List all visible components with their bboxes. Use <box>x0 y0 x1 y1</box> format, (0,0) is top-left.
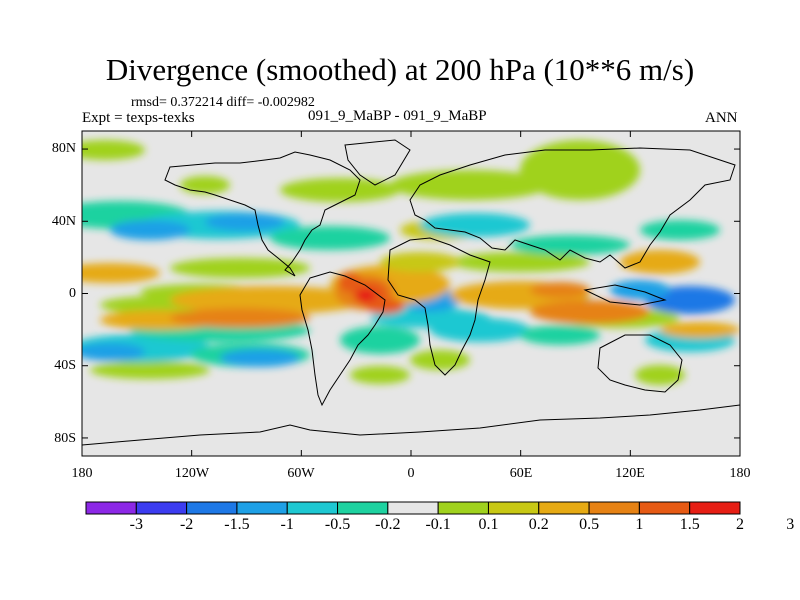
experiment-label: Expt = texps-texks <box>82 110 195 126</box>
contour-fill-patch <box>356 289 376 303</box>
contour-fill-patch <box>350 366 410 384</box>
south-america-outline <box>299 271 386 407</box>
contour-fill-patch <box>338 272 362 292</box>
colorbar-swatch <box>85 501 137 515</box>
colorbar-label: 0.2 <box>528 516 549 533</box>
contour-fill-patch <box>660 322 740 338</box>
contour-fill-patch <box>370 308 490 328</box>
colorbar-swatch <box>286 501 339 515</box>
colorbar-label: -0.5 <box>324 516 351 533</box>
lon-label: 0 <box>407 466 415 481</box>
indonesia-outline <box>583 284 667 306</box>
contour-fill-patch <box>170 308 310 328</box>
contour-fill-patch <box>82 263 160 283</box>
contour-fill-patch <box>180 176 230 194</box>
axis-ticks <box>81 131 741 456</box>
contour-fill-patch <box>420 213 530 237</box>
colorbar-label: -1 <box>280 516 294 533</box>
colorbar <box>85 501 741 515</box>
colorbar-swatch <box>135 501 188 515</box>
contour-fill-patch <box>205 213 285 231</box>
colorbar-label: 3 <box>786 516 795 533</box>
colorbar-label: -3 <box>129 516 143 533</box>
colorbar-swatch <box>487 501 540 515</box>
contour-fill-patch <box>220 349 300 367</box>
lat-label: 0 <box>69 286 76 301</box>
contour-fill-patch <box>110 220 190 240</box>
colorbar-label: -0.1 <box>425 516 451 533</box>
colorbar-label: 1.5 <box>679 516 700 533</box>
contour-fill-patch <box>620 250 700 274</box>
contour-fill-patch <box>365 298 405 314</box>
contour-fill-patch <box>520 140 640 200</box>
contour-fill-patch <box>530 282 590 298</box>
africa-outline <box>387 237 491 376</box>
lon-label: 180 <box>729 466 751 481</box>
north-america-outline <box>164 151 361 277</box>
colorbar-label: -2 <box>179 516 194 533</box>
colorbar-label: 0.5 <box>579 516 600 533</box>
contour-fill-patch <box>635 365 685 385</box>
colorbar-swatch <box>387 501 439 515</box>
colorbar-swatch <box>538 501 590 515</box>
lon-label: 60E <box>509 466 533 481</box>
lon-label: 120E <box>615 466 645 481</box>
contour-fill-patch <box>270 226 390 250</box>
colorbar-label: -1.5 <box>224 516 250 533</box>
greenland-outline <box>344 139 411 186</box>
contour-fill-patch <box>610 280 670 300</box>
coastline-outlines <box>82 139 740 446</box>
lat-label: 40N <box>51 214 76 229</box>
lat-label: 80S <box>54 431 76 446</box>
antarctica-outline <box>82 404 740 446</box>
colorbar-label: 0.1 <box>478 516 499 533</box>
divergence-field <box>82 131 740 456</box>
lat-label: 80N <box>51 141 76 156</box>
lon-label: 120W <box>174 466 210 481</box>
lon-label: 60W <box>287 466 315 481</box>
contour-fill-patch <box>170 258 310 278</box>
contour-fill-patch <box>640 220 720 240</box>
colorbar-swatch <box>638 501 691 515</box>
eurasia-outline <box>409 147 736 269</box>
colorbar-swatch <box>437 501 489 515</box>
lat-label: 40S <box>54 358 76 373</box>
contour-fill-patch <box>170 286 370 314</box>
colorbar-swatch <box>689 501 741 515</box>
contour-fill-patch <box>280 178 400 202</box>
plot-title: Divergence (smoothed) at 200 hPa (10**6 … <box>105 52 695 87</box>
colorbar-swatch <box>588 501 640 515</box>
colorbar-swatch <box>236 501 288 515</box>
season-label: ANN <box>705 110 738 126</box>
contour-fill-patch <box>520 325 600 345</box>
lon-label: 180 <box>71 466 93 481</box>
contour-fill-patch <box>530 300 650 324</box>
contour-fill-patch <box>82 140 145 160</box>
case-names: 091_9_MaBP - 091_9_MaBP <box>308 108 487 124</box>
contour-fill-patch <box>510 235 630 255</box>
contour-fill-patch <box>340 326 420 354</box>
colorbar-label: 2 <box>736 516 744 533</box>
contour-fill-patch <box>390 170 550 200</box>
colorbar-swatch <box>337 501 389 515</box>
australia-outline <box>597 334 683 393</box>
contour-fill-patch <box>82 343 145 361</box>
colorbar-label: 1 <box>635 516 644 533</box>
colorbar-swatch <box>186 501 238 515</box>
contour-fill-patch <box>90 361 210 379</box>
contour-fill-patch <box>380 252 460 272</box>
colorbar-label: -0.2 <box>375 516 401 533</box>
rmsd-diff-stats: rmsd= 0.372214 diff= -0.002982 <box>131 95 315 110</box>
